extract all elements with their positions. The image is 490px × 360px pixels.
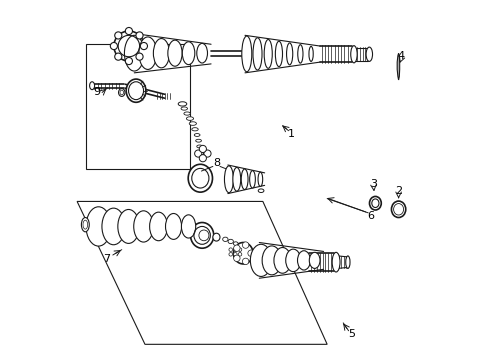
Ellipse shape — [309, 252, 320, 269]
Ellipse shape — [182, 42, 195, 64]
Circle shape — [229, 248, 232, 251]
Text: 4: 4 — [398, 51, 405, 61]
Ellipse shape — [287, 43, 293, 65]
Ellipse shape — [181, 107, 188, 110]
Text: 9: 9 — [94, 87, 100, 98]
Ellipse shape — [233, 243, 253, 264]
Circle shape — [136, 53, 143, 60]
Ellipse shape — [192, 128, 198, 131]
Text: 8: 8 — [213, 158, 220, 168]
Ellipse shape — [139, 37, 157, 69]
Circle shape — [238, 248, 242, 251]
Ellipse shape — [186, 117, 194, 120]
Ellipse shape — [153, 39, 170, 68]
Ellipse shape — [392, 201, 406, 217]
Ellipse shape — [250, 244, 272, 276]
Ellipse shape — [242, 36, 252, 72]
Ellipse shape — [126, 79, 146, 102]
Text: 1: 1 — [288, 129, 295, 139]
Circle shape — [140, 42, 147, 50]
Ellipse shape — [275, 41, 283, 67]
Ellipse shape — [189, 122, 196, 125]
Ellipse shape — [213, 233, 220, 241]
Circle shape — [110, 42, 118, 50]
Ellipse shape — [258, 189, 264, 193]
Ellipse shape — [86, 207, 111, 246]
Ellipse shape — [366, 47, 372, 62]
Ellipse shape — [264, 40, 272, 68]
Circle shape — [234, 252, 237, 256]
Ellipse shape — [253, 38, 262, 70]
Circle shape — [195, 150, 202, 157]
Ellipse shape — [346, 256, 350, 269]
Ellipse shape — [222, 237, 228, 242]
Text: 5: 5 — [349, 329, 356, 339]
Ellipse shape — [351, 46, 357, 63]
Ellipse shape — [262, 246, 281, 275]
Ellipse shape — [249, 171, 255, 188]
Ellipse shape — [298, 45, 303, 63]
Text: 3: 3 — [370, 179, 377, 189]
Ellipse shape — [166, 213, 182, 239]
Ellipse shape — [241, 169, 248, 190]
Ellipse shape — [224, 166, 233, 193]
Ellipse shape — [168, 40, 182, 66]
Circle shape — [234, 248, 237, 251]
Circle shape — [243, 242, 249, 248]
Ellipse shape — [90, 82, 95, 90]
Ellipse shape — [118, 210, 139, 243]
Circle shape — [229, 252, 232, 256]
Circle shape — [238, 252, 242, 256]
Ellipse shape — [228, 239, 233, 244]
Text: 6: 6 — [367, 211, 374, 221]
Circle shape — [114, 31, 144, 61]
Circle shape — [136, 32, 143, 39]
Ellipse shape — [258, 172, 263, 186]
Circle shape — [115, 53, 122, 60]
Ellipse shape — [149, 212, 168, 241]
Circle shape — [199, 155, 206, 162]
Ellipse shape — [309, 46, 313, 62]
Text: 7: 7 — [103, 253, 110, 264]
Ellipse shape — [102, 208, 125, 245]
Text: 2: 2 — [395, 186, 402, 197]
Ellipse shape — [191, 222, 214, 248]
Ellipse shape — [81, 217, 89, 232]
Ellipse shape — [197, 43, 207, 63]
Ellipse shape — [134, 211, 153, 242]
Circle shape — [234, 245, 240, 251]
Ellipse shape — [197, 145, 202, 148]
Ellipse shape — [119, 89, 125, 96]
Ellipse shape — [233, 242, 238, 246]
Circle shape — [234, 255, 240, 261]
Circle shape — [204, 150, 211, 157]
Circle shape — [199, 145, 206, 153]
Ellipse shape — [181, 215, 196, 238]
Ellipse shape — [332, 252, 340, 272]
Ellipse shape — [184, 112, 190, 115]
Polygon shape — [397, 53, 400, 80]
Circle shape — [115, 32, 122, 39]
Circle shape — [125, 27, 132, 35]
Ellipse shape — [369, 197, 381, 210]
Ellipse shape — [196, 139, 201, 142]
Ellipse shape — [286, 249, 301, 272]
Ellipse shape — [297, 251, 310, 270]
Circle shape — [248, 250, 254, 256]
Ellipse shape — [194, 134, 200, 136]
Ellipse shape — [233, 167, 241, 191]
Circle shape — [243, 258, 249, 265]
Ellipse shape — [188, 164, 213, 192]
Circle shape — [125, 58, 132, 64]
Ellipse shape — [124, 35, 144, 71]
Ellipse shape — [274, 248, 291, 273]
